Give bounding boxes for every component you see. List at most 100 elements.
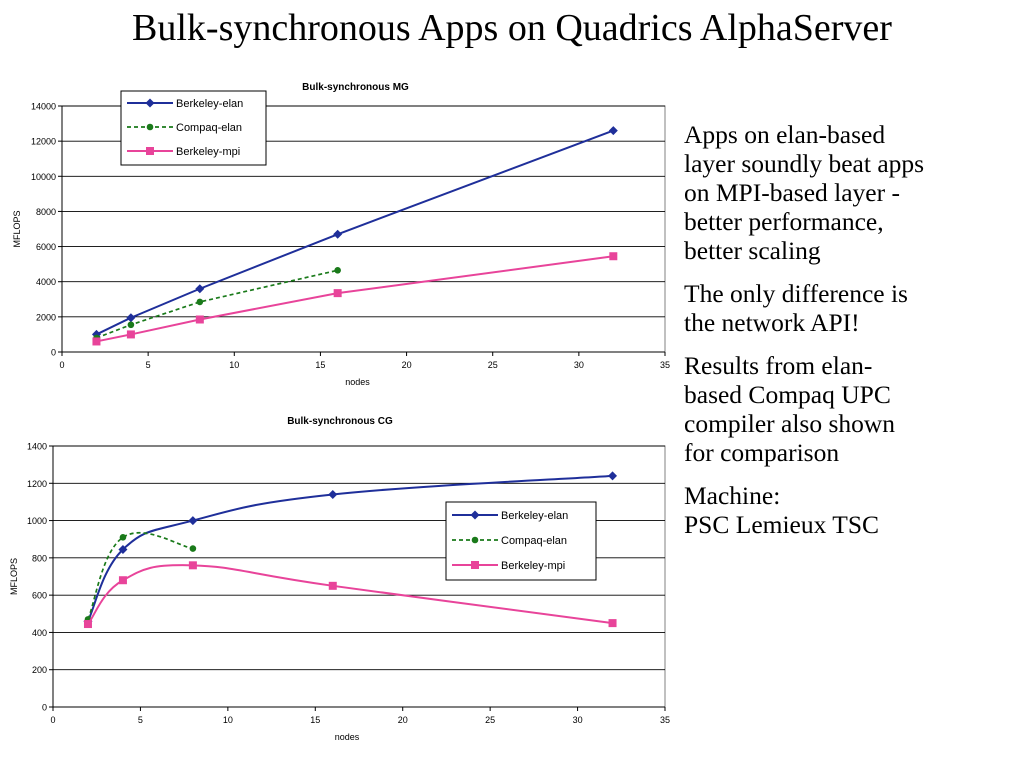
cg-data-point xyxy=(118,544,128,554)
bullet-line: the network API! xyxy=(684,308,860,337)
bullet-line: better scaling xyxy=(684,236,821,265)
cg-data-point xyxy=(608,619,617,628)
cg-x-tick-label: 25 xyxy=(485,715,495,725)
mg-y-tick-label: 0 xyxy=(51,348,56,358)
cg-y-tick-label: 1200 xyxy=(27,479,47,489)
mg-x-axis-label: nodes xyxy=(345,377,370,387)
cg-data-point xyxy=(119,534,127,541)
mg-chart-title: Bulk-synchronous MG xyxy=(302,82,409,93)
mg-y-tick-label: 14000 xyxy=(31,102,56,112)
cg-x-tick-label: 15 xyxy=(310,715,320,725)
mg-legend-label: Compaq-elan xyxy=(176,122,242,134)
cg-legend-label: Berkeley-mpi xyxy=(501,560,565,572)
bullet-line: based Compaq UPC xyxy=(684,380,891,409)
cg-series-line xyxy=(87,532,194,620)
mg-data-point xyxy=(333,229,343,239)
mg-data-point xyxy=(195,284,205,294)
bullet-line: The only difference is xyxy=(684,279,908,308)
cg-chart: Bulk-synchronous CG020040060080010001200… xyxy=(9,416,670,742)
cg-data-point xyxy=(608,471,618,481)
cg-chart-title: Bulk-synchronous CG xyxy=(287,416,393,427)
cg-legend-marker xyxy=(470,510,480,520)
mg-x-tick-label: 5 xyxy=(146,360,151,370)
mg-data-point xyxy=(126,330,135,339)
mg-data-point xyxy=(196,298,204,306)
cg-legend-marker xyxy=(471,561,479,569)
mg-x-tick-label: 10 xyxy=(229,360,239,370)
mg-series-2 xyxy=(92,252,618,346)
mg-data-point xyxy=(609,252,618,261)
cg-data-point xyxy=(189,545,197,552)
cg-legend: Berkeley-elan Compaq-elan Berkeley-mpi xyxy=(445,501,597,581)
mg-data-point xyxy=(608,126,618,136)
mg-x-tick-label: 35 xyxy=(660,360,670,370)
cg-x-tick-label: 35 xyxy=(660,715,670,725)
cg-legend-marker xyxy=(471,536,479,544)
cg-x-tick-label: 20 xyxy=(398,715,408,725)
mg-legend-label: Berkeley-elan xyxy=(176,98,243,110)
bullet-paragraph: Results from elan- based Compaq UPC comp… xyxy=(684,351,1020,467)
cg-data-point xyxy=(83,620,92,629)
mg-legend-label: Berkeley-mpi xyxy=(176,146,240,158)
cg-y-tick-label: 200 xyxy=(32,665,47,675)
bullet-line: Machine: xyxy=(684,481,781,510)
cg-legend-label: Berkeley-elan xyxy=(501,510,568,522)
mg-data-point xyxy=(126,313,136,323)
mg-y-tick-label: 12000 xyxy=(31,137,56,147)
cg-legend-label: Compaq-elan xyxy=(501,535,567,547)
cg-data-point xyxy=(328,581,337,590)
cg-data-point xyxy=(118,576,127,585)
cg-y-tick-label: 800 xyxy=(32,553,47,563)
mg-legend-marker xyxy=(145,98,155,108)
mg-data-point xyxy=(195,315,204,324)
mg-x-tick-label: 20 xyxy=(402,360,412,370)
mg-legend-marker xyxy=(146,147,154,155)
mg-chart: Bulk-synchronous MG 0 2000 4000 6000 8000 1000… xyxy=(12,82,670,387)
mg-y-tick-label: 2000 xyxy=(36,312,56,322)
bullet-line: better performance, xyxy=(684,207,884,236)
cg-y-tick-label: 0 xyxy=(42,703,47,713)
mg-x-tick-label: 25 xyxy=(488,360,498,370)
bullet-line: layer soundly beat apps xyxy=(684,149,925,178)
cg-x-tick-label: 10 xyxy=(223,715,233,725)
bullet-paragraph: Machine: PSC Lemieux TSC xyxy=(684,481,1020,539)
mg-y-tick-label: 8000 xyxy=(36,207,56,217)
mg-x-tick-label: 15 xyxy=(315,360,325,370)
mg-y-tick-label: 10000 xyxy=(31,172,56,182)
mg-y-tick-label: 6000 xyxy=(36,242,56,252)
cg-x-tick-label: 30 xyxy=(573,715,583,725)
mg-x-tick-label: 0 xyxy=(59,360,64,370)
cg-series-line xyxy=(87,474,613,622)
mg-data-point xyxy=(127,321,135,329)
bullet-line: PSC Lemieux TSC xyxy=(684,510,880,539)
bullet-line: Apps on elan-based xyxy=(684,120,886,149)
bullet-paragraph: Apps on elan-based layer soundly beat ap… xyxy=(684,120,1020,265)
cg-data-point xyxy=(188,561,197,570)
mg-data-point xyxy=(333,289,342,298)
mg-y-axis-label: MFLOPS xyxy=(12,210,22,247)
mg-series-line xyxy=(96,269,338,339)
cg-x-axis-label: nodes xyxy=(335,732,360,742)
mg-data-point xyxy=(92,337,101,346)
bullet-line: for comparison xyxy=(684,438,840,467)
cg-data-point xyxy=(328,489,338,499)
cg-data-point xyxy=(188,516,198,526)
mg-x-tick-label: 30 xyxy=(574,360,584,370)
bullet-line: compiler also shown xyxy=(684,409,896,438)
mg-y-tick-label: 4000 xyxy=(36,277,56,287)
cg-y-tick-label: 1400 xyxy=(27,442,47,452)
cg-y-tick-label: 1000 xyxy=(27,516,47,526)
mg-data-point xyxy=(334,266,341,274)
cg-y-tick-label: 600 xyxy=(32,591,47,601)
mg-series-0 xyxy=(91,126,618,339)
bullet-paragraph: The only difference is the network API! xyxy=(684,279,1020,337)
cg-x-tick-label: 5 xyxy=(138,715,143,725)
bullet-line: on MPI-based layer - xyxy=(684,178,900,207)
cg-series-2 xyxy=(83,561,617,629)
slide-title: Bulk-synchronous Apps on Quadrics AlphaS… xyxy=(132,7,892,49)
bullet-list: Apps on elan-based layer soundly beat ap… xyxy=(684,120,1020,553)
bullet-line: Results from elan- xyxy=(684,351,873,380)
cg-x-tick-label: 0 xyxy=(50,715,55,725)
mg-legend: Berkeley-elan Compaq-elan Berkeley-mpi xyxy=(120,90,267,166)
cg-y-axis-label: MFLOPS xyxy=(9,558,19,595)
